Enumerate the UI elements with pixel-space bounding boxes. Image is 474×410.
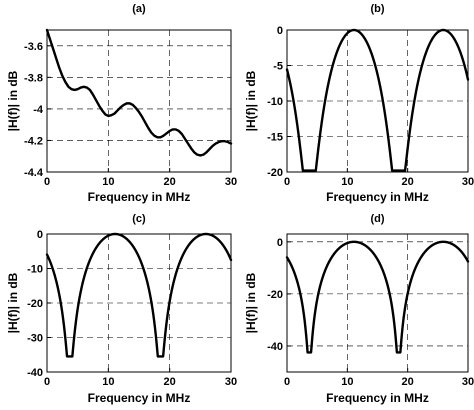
- x-tick-label: 30: [462, 376, 474, 388]
- x-tick-label: 30: [225, 376, 237, 388]
- x-tick-label: 10: [341, 376, 353, 388]
- series-line: [285, 28, 470, 172]
- y-tick-label: -5: [273, 61, 283, 73]
- y-tick-label: 0: [277, 237, 283, 249]
- y-tick-label: -10: [27, 264, 43, 276]
- x-tick-label: 20: [402, 376, 414, 388]
- series-line: [45, 232, 233, 358]
- axes-frame: [286, 233, 469, 373]
- y-tick-label: -20: [27, 298, 43, 310]
- y-tick-label: -15: [267, 132, 283, 144]
- x-tick-label: 0: [284, 176, 290, 188]
- x-tick-label: 20: [164, 376, 176, 388]
- y-tick-label: -30: [27, 333, 43, 345]
- subplot-title: (d): [370, 213, 384, 225]
- x-tick-label: 0: [44, 376, 50, 388]
- y-tick-label: -4.4: [24, 167, 44, 179]
- y-tick-label: -3.6: [24, 41, 43, 53]
- x-tick-label: 30: [225, 176, 237, 188]
- x-tick-label: 10: [102, 176, 114, 188]
- subplot-a: 0 10 20 30 -3.6 -3.8 -4 -4.2 -4.4 (a) Frequency in…: [6, 3, 237, 204]
- y-tick-label: -20: [267, 167, 283, 179]
- subplot-title: (c): [132, 213, 146, 225]
- x-tick-label: 30: [462, 176, 474, 188]
- subplot-title: (a): [132, 3, 146, 15]
- x-tick-label: 20: [402, 176, 414, 188]
- subplot-c: 0 10 20 30 0 -10 -20 -30 -40 (c) Frequency in MHz |…: [6, 213, 237, 405]
- y-tick-label: -40: [27, 367, 43, 379]
- subplot-d: 0 10 20 30 0 -20 -40 (d) Frequency in MHz |H(f)| …: [244, 213, 474, 405]
- x-axis-label: Frequency in MHz: [326, 190, 429, 204]
- x-tick-label: 20: [164, 176, 176, 188]
- y-tick-label: -4: [33, 104, 44, 116]
- x-axis-label: Frequency in MHz: [88, 391, 191, 405]
- y-tick-label: -40: [267, 341, 283, 353]
- subplot-b: 0 10 20 30 0 -5 -10 -15 -20 (b) Frequency in MHz |H…: [244, 3, 474, 204]
- y-tick-label: -4.2: [24, 135, 43, 147]
- series-line: [285, 240, 470, 354]
- y-tick-label: -10: [267, 96, 283, 108]
- y-axis-label: |H(f)| in dB: [6, 70, 20, 131]
- x-tick-label: 10: [102, 376, 114, 388]
- x-tick-label: 0: [44, 176, 50, 188]
- x-axis-label: Frequency in MHz: [326, 391, 429, 405]
- y-axis-label: |H(f)| in dB: [6, 272, 20, 333]
- y-axis-label: |H(f)| in dB: [244, 272, 258, 333]
- x-axis-label: Frequency in MHz: [88, 190, 191, 204]
- y-tick-label: -20: [267, 289, 283, 301]
- y-axis-label: |H(f)| in dB: [244, 70, 258, 131]
- y-tick-label: 0: [277, 25, 283, 37]
- x-tick-label: 0: [284, 376, 290, 388]
- subplot-title: (b): [370, 3, 384, 15]
- y-tick-label: -3.8: [24, 72, 43, 84]
- axes-frame: [46, 29, 232, 173]
- y-tick-label: 0: [37, 229, 43, 241]
- series-line: [45, 28, 233, 157]
- x-tick-label: 10: [341, 176, 353, 188]
